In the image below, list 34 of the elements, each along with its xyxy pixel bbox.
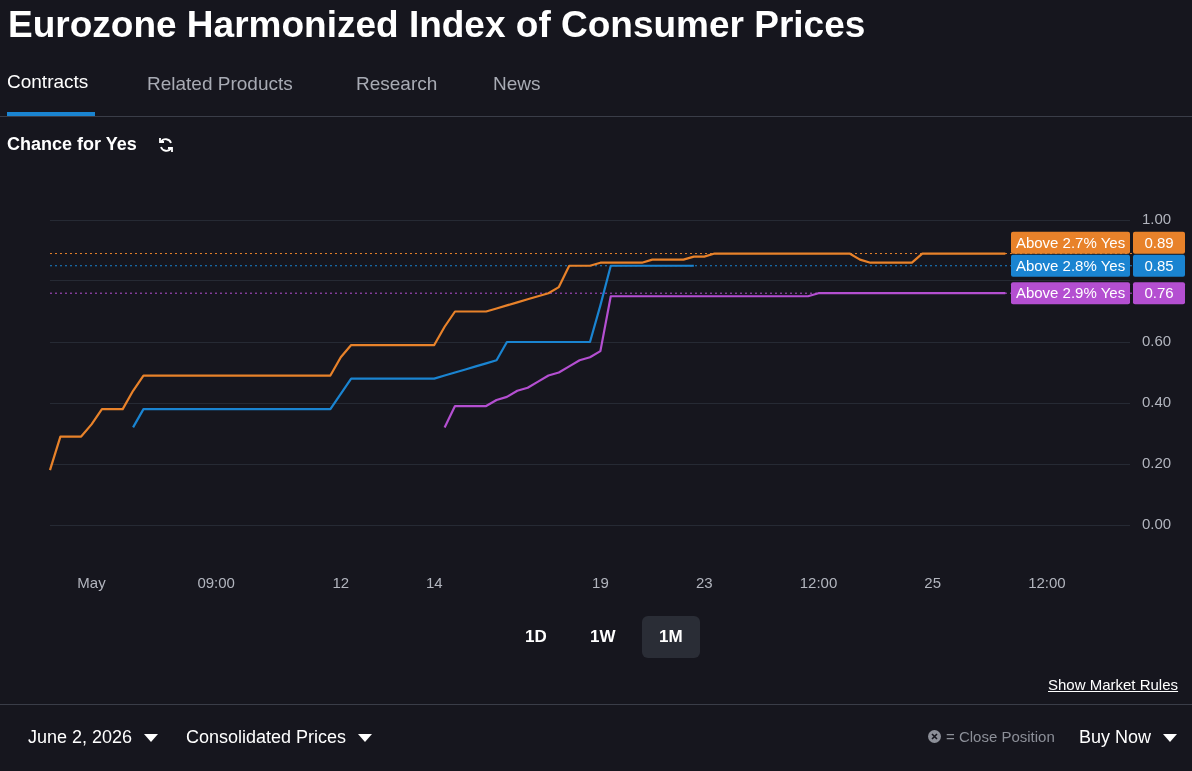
text: Research: [356, 73, 438, 95]
text: 1M: [659, 627, 683, 647]
ref-line-label: 0.85: [1144, 256, 1174, 274]
y-tick-label: 0.60: [1142, 332, 1172, 350]
chart-title: Eurozone Harmonized Index of Consumer Prices: [8, 4, 866, 46]
text: June 2, 2026: [28, 727, 133, 748]
x-tick-label: 12:00: [799, 574, 838, 592]
x-tick-label: 25: [924, 574, 942, 592]
text: 1W: [590, 627, 616, 647]
legend-label: Above 2.8% Yes: [1015, 256, 1126, 274]
text: Related Products: [147, 73, 293, 95]
text: 1D: [525, 627, 547, 647]
y-tick-label: 0.20: [1142, 454, 1172, 472]
text: Contracts: [7, 71, 89, 93]
text: News: [493, 73, 541, 95]
legend-label: Above 2.7% Yes: [1015, 233, 1126, 251]
y-tick-label: 1.00: [1142, 210, 1172, 228]
x-tick-label: 12:00: [1028, 574, 1066, 592]
ref-line-label: 0.76: [1144, 284, 1174, 302]
text: Consolidated Prices: [186, 727, 347, 748]
x-tick-label: 23: [695, 574, 713, 592]
ref-line-label: 0.89: [1144, 233, 1174, 251]
y-tick-label: 0.00: [1142, 515, 1172, 533]
legend-label: Above 2.9% Yes: [1015, 284, 1126, 302]
y-tick-label: 0.40: [1142, 393, 1172, 411]
chart-subtitle: Chance for Yes: [7, 134, 137, 155]
text: Show Market Rules: [1048, 676, 1179, 693]
x-tick-label: 12: [332, 574, 350, 592]
x-tick-label: May: [77, 574, 107, 592]
x-tick-label: 19: [592, 574, 609, 592]
text: = Close Position: [946, 728, 1055, 745]
x-tick-label: 14: [425, 574, 443, 592]
x-tick-label: 09:00: [197, 574, 235, 592]
text: Buy Now: [1079, 727, 1152, 748]
